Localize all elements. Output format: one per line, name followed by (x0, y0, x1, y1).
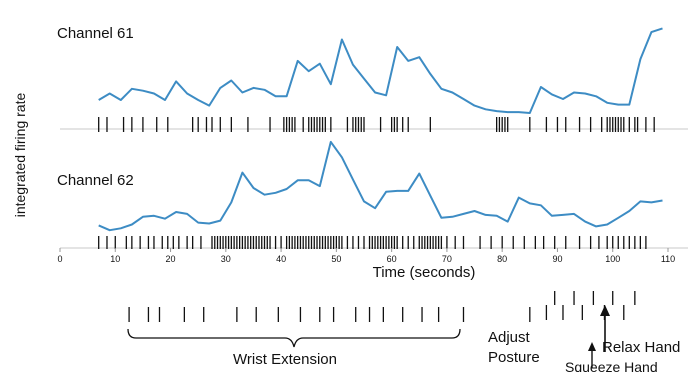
wrist-extension-label: Wrist Extension (233, 351, 337, 368)
adjust-posture-label-line2: Posture (488, 349, 540, 366)
x-tick-label-11: 110 (661, 254, 675, 264)
x-tick-label-4: 40 (276, 254, 286, 264)
squeeze-hand-arrow-head (588, 342, 596, 351)
x-tick-label-2: 20 (166, 254, 176, 264)
adjust-posture-label-line1: Adjust (488, 329, 531, 346)
x-tick-label-10: 100 (605, 254, 620, 264)
relax-hand-label: Relax Hand (602, 339, 680, 356)
spike-raster-channel-62 (98, 236, 647, 249)
spike-raster-channel-61 (98, 117, 655, 132)
x-axis-ticks: 0 10 20 30 40 50 60 70 80 90 100 110 (57, 248, 675, 264)
series-line-channel-61 (98, 27, 663, 114)
relax-hand-arrow-head (600, 305, 610, 316)
x-tick-label-1: 10 (110, 254, 120, 264)
y-axis-label: integrated firing rate (12, 93, 28, 218)
x-tick-label-9: 90 (552, 254, 562, 264)
x-tick-label-6: 60 (387, 254, 397, 264)
x-tick-label-7: 70 (442, 254, 452, 264)
event-markers (128, 291, 636, 322)
x-tick-label-3: 30 (221, 254, 231, 264)
x-tick-label-5: 50 (331, 254, 341, 264)
series-line-channel-62 (98, 140, 663, 232)
squeeze-hand-label: Squeeze Hand (565, 359, 658, 372)
wrist-extension-brace (127, 328, 461, 348)
chart-title-channel-62: Channel 62 (57, 172, 134, 189)
x-axis-label: Time (seconds) (373, 264, 476, 281)
chart-title-channel-61: Channel 61 (57, 25, 134, 42)
x-tick-label-8: 80 (497, 254, 507, 264)
x-tick-label-0: 0 (57, 254, 62, 264)
